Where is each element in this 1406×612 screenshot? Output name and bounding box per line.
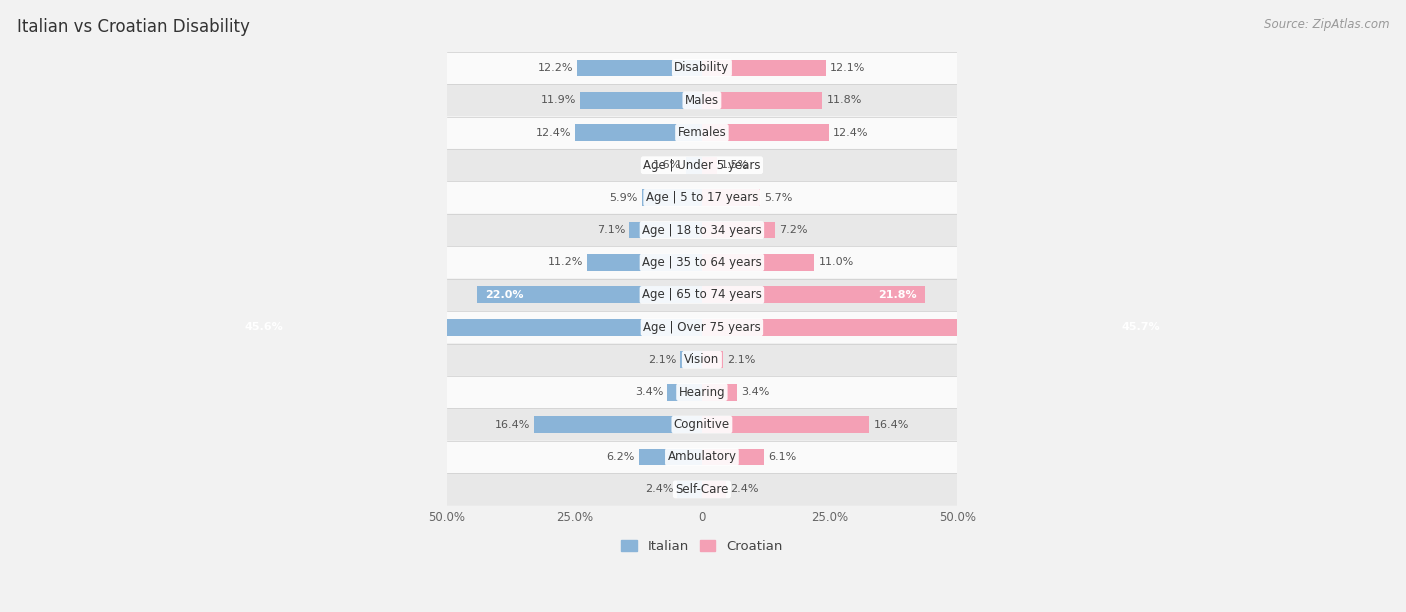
Bar xyxy=(702,481,727,498)
Text: Italian vs Croatian Disability: Italian vs Croatian Disability xyxy=(17,18,250,36)
Text: 12.2%: 12.2% xyxy=(537,63,574,73)
Text: 2.4%: 2.4% xyxy=(645,485,673,494)
Bar xyxy=(686,157,702,174)
Text: Cognitive: Cognitive xyxy=(673,418,730,431)
Text: Hearing: Hearing xyxy=(679,386,725,398)
Bar xyxy=(668,384,702,401)
Bar xyxy=(702,189,761,206)
FancyBboxPatch shape xyxy=(447,52,957,84)
Text: 11.8%: 11.8% xyxy=(827,95,862,105)
Text: Disability: Disability xyxy=(675,61,730,75)
Text: Age | 5 to 17 years: Age | 5 to 17 years xyxy=(645,191,758,204)
Text: Ambulatory: Ambulatory xyxy=(668,450,737,463)
Text: Males: Males xyxy=(685,94,718,107)
Text: 5.7%: 5.7% xyxy=(765,193,793,203)
Text: Age | Over 75 years: Age | Over 75 years xyxy=(643,321,761,334)
Text: 16.4%: 16.4% xyxy=(873,420,908,430)
Text: 2.1%: 2.1% xyxy=(648,355,676,365)
Text: 11.2%: 11.2% xyxy=(548,258,583,267)
Text: Age | 18 to 34 years: Age | 18 to 34 years xyxy=(643,223,762,236)
Bar xyxy=(702,222,776,239)
FancyBboxPatch shape xyxy=(447,343,957,376)
Text: Age | 65 to 74 years: Age | 65 to 74 years xyxy=(643,288,762,301)
FancyBboxPatch shape xyxy=(447,408,957,441)
Bar xyxy=(702,157,717,174)
FancyBboxPatch shape xyxy=(447,181,957,214)
FancyBboxPatch shape xyxy=(447,116,957,149)
Text: 11.0%: 11.0% xyxy=(818,258,853,267)
Bar xyxy=(638,449,702,465)
FancyBboxPatch shape xyxy=(447,311,957,343)
Text: 7.1%: 7.1% xyxy=(598,225,626,235)
Bar xyxy=(702,384,737,401)
FancyBboxPatch shape xyxy=(447,376,957,408)
Text: Self-Care: Self-Care xyxy=(675,483,728,496)
Text: 45.6%: 45.6% xyxy=(245,323,283,332)
Text: 1.6%: 1.6% xyxy=(654,160,682,170)
Bar xyxy=(702,351,723,368)
Text: 7.2%: 7.2% xyxy=(779,225,808,235)
Text: 16.4%: 16.4% xyxy=(495,420,530,430)
Bar xyxy=(702,92,823,109)
Text: 22.0%: 22.0% xyxy=(485,290,524,300)
Bar xyxy=(702,416,869,433)
Bar xyxy=(630,222,702,239)
Bar xyxy=(578,59,702,76)
Text: 12.1%: 12.1% xyxy=(830,63,865,73)
FancyBboxPatch shape xyxy=(447,149,957,181)
Bar xyxy=(702,59,825,76)
FancyBboxPatch shape xyxy=(447,84,957,116)
Legend: Italian, Croatian: Italian, Croatian xyxy=(616,534,787,558)
Text: 12.4%: 12.4% xyxy=(536,128,571,138)
Text: 1.5%: 1.5% xyxy=(721,160,749,170)
Bar xyxy=(588,254,702,271)
Bar xyxy=(236,319,702,336)
Bar xyxy=(702,319,1168,336)
Text: Age | Under 5 years: Age | Under 5 years xyxy=(643,159,761,172)
Bar xyxy=(477,286,702,304)
Text: 3.4%: 3.4% xyxy=(634,387,664,397)
Bar xyxy=(702,254,814,271)
Text: 12.4%: 12.4% xyxy=(832,128,868,138)
Text: Age | 35 to 64 years: Age | 35 to 64 years xyxy=(643,256,762,269)
FancyBboxPatch shape xyxy=(447,278,957,311)
Bar xyxy=(641,189,702,206)
Text: 3.4%: 3.4% xyxy=(741,387,769,397)
Bar xyxy=(702,449,765,465)
Bar xyxy=(681,351,702,368)
Bar xyxy=(678,481,702,498)
FancyBboxPatch shape xyxy=(447,473,957,506)
Text: 21.8%: 21.8% xyxy=(877,290,917,300)
Text: 6.2%: 6.2% xyxy=(606,452,634,462)
Text: 5.9%: 5.9% xyxy=(609,193,637,203)
Bar xyxy=(534,416,702,433)
Text: 2.4%: 2.4% xyxy=(731,485,759,494)
FancyBboxPatch shape xyxy=(447,214,957,246)
Bar xyxy=(702,124,828,141)
Text: 2.1%: 2.1% xyxy=(727,355,756,365)
FancyBboxPatch shape xyxy=(447,246,957,278)
FancyBboxPatch shape xyxy=(447,441,957,473)
Text: 45.7%: 45.7% xyxy=(1122,323,1160,332)
Text: Females: Females xyxy=(678,126,727,140)
Bar xyxy=(581,92,702,109)
Text: 6.1%: 6.1% xyxy=(768,452,797,462)
Text: 11.9%: 11.9% xyxy=(541,95,576,105)
Bar xyxy=(575,124,702,141)
Text: Source: ZipAtlas.com: Source: ZipAtlas.com xyxy=(1264,18,1389,31)
Text: Vision: Vision xyxy=(685,353,720,366)
Bar xyxy=(702,286,925,304)
